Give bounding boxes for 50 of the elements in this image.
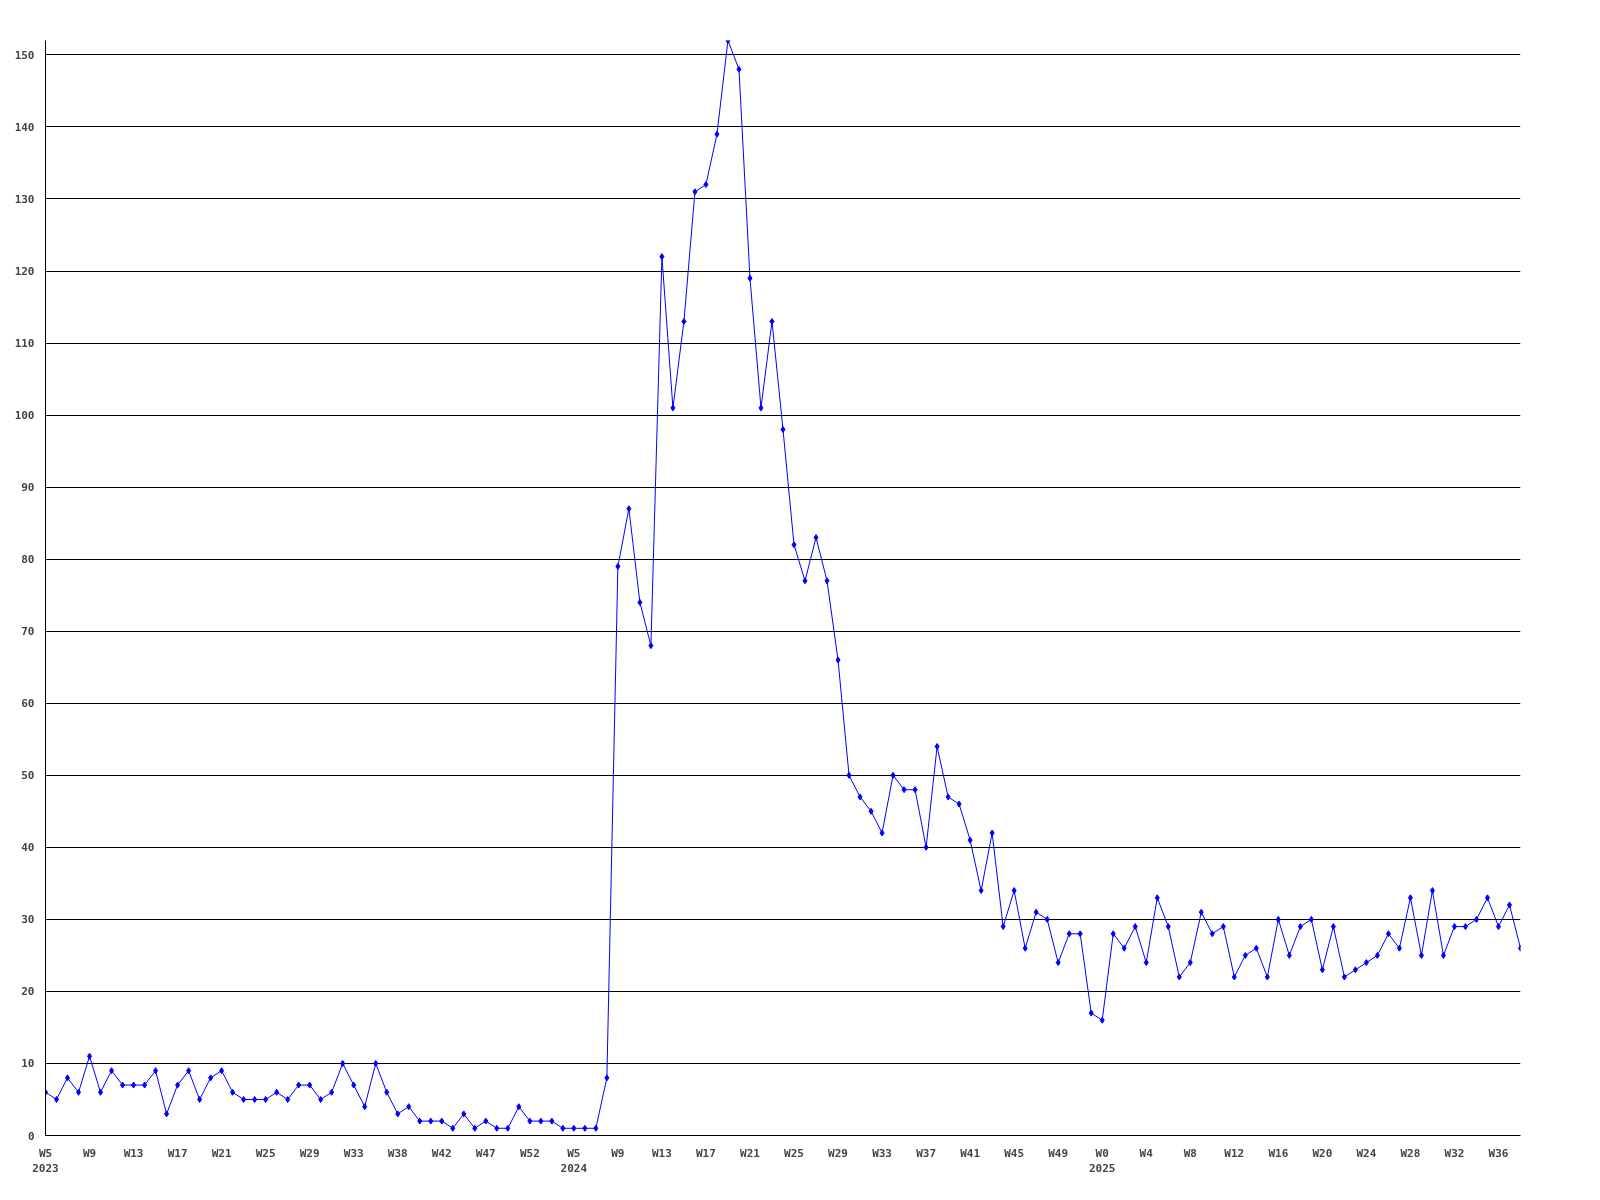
- x-tick-label: W0 2025: [1088, 1146, 1116, 1176]
- x-tick-label: W29: [828, 1146, 848, 1160]
- x-tick-label: W8: [1183, 1146, 1197, 1160]
- x-tick-label: W17: [696, 1146, 716, 1160]
- y-tick-label: 120: [14, 265, 35, 279]
- y-tick-label: 40: [21, 841, 35, 855]
- x-tick-label: W47: [475, 1146, 496, 1160]
- x-tick-label: W42: [431, 1146, 452, 1160]
- y-tick-label: 70: [21, 625, 35, 639]
- y-tick-label: 140: [14, 120, 35, 134]
- x-tick-label: W21: [211, 1146, 232, 1160]
- y-tick-label: 10: [21, 1057, 35, 1071]
- x-tick-label: W32: [1444, 1146, 1465, 1160]
- y-tick-label: 110: [14, 337, 35, 351]
- x-tick-label: W20: [1312, 1146, 1333, 1160]
- y-tick-label: 90: [21, 481, 35, 495]
- x-tick-label: W25: [255, 1146, 276, 1160]
- x-tick-label: W41: [960, 1146, 981, 1160]
- x-tick-label: W52: [519, 1146, 540, 1160]
- x-tick-label: W5 2024: [560, 1146, 588, 1176]
- x-tick-label: W25: [784, 1146, 804, 1160]
- x-tick-label: W45: [1004, 1146, 1025, 1160]
- x-tick-label: W21: [740, 1146, 761, 1160]
- y-tick-label: 80: [21, 553, 35, 567]
- x-tick-label: W38: [387, 1146, 408, 1160]
- y-tick-label: 130: [14, 192, 35, 206]
- x-tick-label: W36: [1488, 1146, 1509, 1160]
- x-tick-label: W13: [123, 1146, 144, 1160]
- x-tick-label: W5 2023: [32, 1146, 59, 1176]
- x-tick-label: W4: [1139, 1146, 1154, 1160]
- x-tick-label: W9: [82, 1146, 97, 1160]
- y-tick-label: 0: [27, 1129, 35, 1143]
- y-tick-label: 150: [14, 48, 35, 62]
- x-tick-label: W24: [1356, 1146, 1377, 1160]
- x-tick-label: W16: [1268, 1146, 1289, 1160]
- x-tick-label: W17: [167, 1146, 188, 1160]
- y-tick-label: 20: [21, 985, 35, 999]
- x-tick-label: W37: [916, 1146, 937, 1160]
- x-tick-label: W49: [1048, 1146, 1069, 1160]
- y-tick-label: 30: [21, 913, 35, 927]
- x-tick-label: W33: [872, 1146, 893, 1160]
- x-tick-label: W29: [299, 1146, 320, 1160]
- y-tick-label: 60: [21, 697, 35, 711]
- x-tick-label: W13: [651, 1146, 672, 1160]
- y-tick-label: 50: [21, 769, 35, 783]
- x-tick-label: W33: [343, 1146, 364, 1160]
- x-tick-label: W28: [1400, 1146, 1421, 1160]
- x-tick-label: W9: [611, 1146, 625, 1160]
- y-tick-label: 100: [14, 409, 35, 423]
- x-tick-label: W12: [1224, 1146, 1245, 1160]
